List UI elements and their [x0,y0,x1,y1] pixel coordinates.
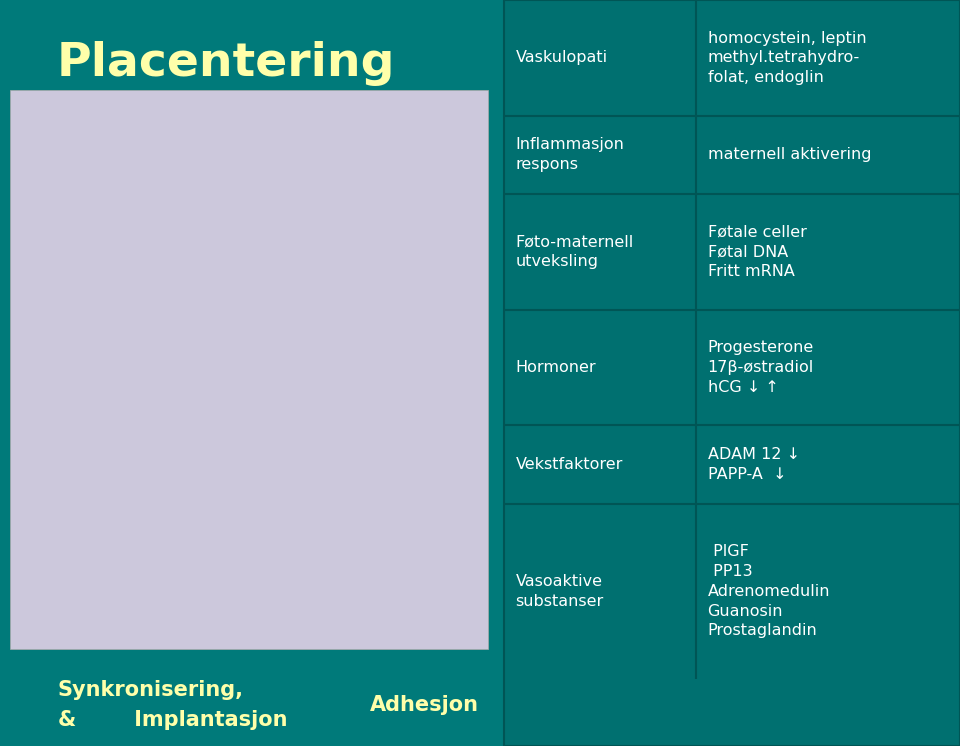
Bar [10,90,488,649]
Text: Vasoaktive
substanser: Vasoaktive substanser [516,574,604,609]
Text: Hormoner: Hormoner [516,360,596,375]
Text: Adhesjon: Adhesjon [370,695,479,715]
Bar [504,0,960,746]
Text: Føto-maternell
utveksling: Føto-maternell utveksling [516,234,634,269]
Text: Føtale celler
Føtal DNA
Fritt mRNA: Føtale celler Føtal DNA Fritt mRNA [708,225,806,279]
Text: homocystein, leptin
methyl.tetrahydro-
folat, endoglin: homocystein, leptin methyl.tetrahydro- f… [708,31,866,85]
Text: Vekstfaktorer: Vekstfaktorer [516,457,623,472]
Text: Progesterone
17β-østradiol
hCG ↓ ↑: Progesterone 17β-østradiol hCG ↓ ↑ [708,340,814,395]
Text: maternell aktivering: maternell aktivering [708,147,871,163]
Text: Synkronisering,: Synkronisering, [58,680,244,700]
Text: &        Implantasjon: & Implantasjon [58,710,287,730]
Text: PlGF
 PP13
Adrenomedulin
Guanosin
Prostaglandin: PlGF PP13 Adrenomedulin Guanosin Prostag… [708,544,830,639]
Text: ADAM 12 ↓
PAPP-A  ↓: ADAM 12 ↓ PAPP-A ↓ [708,447,800,482]
Text: Vaskulopati: Vaskulopati [516,50,608,66]
Text: Placentering: Placentering [57,41,395,86]
Text: Inflammasjon
respons: Inflammasjon respons [516,137,624,172]
